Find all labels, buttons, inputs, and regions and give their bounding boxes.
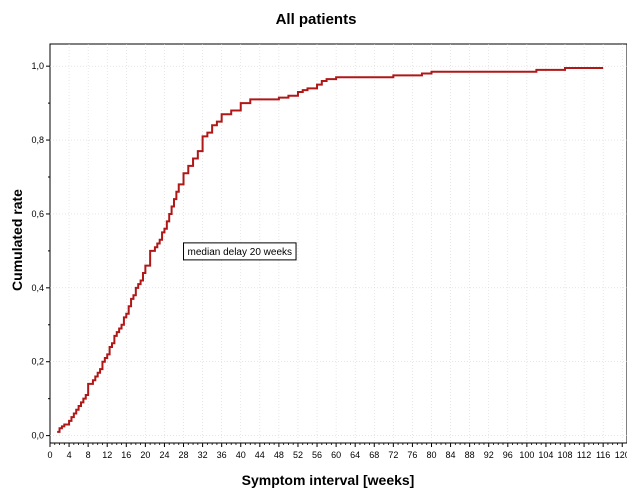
x-tick-label-92: 92 (484, 450, 494, 460)
x-tick-label-100: 100 (519, 450, 534, 460)
x-tick-label-64: 64 (350, 450, 360, 460)
x-tick-label-40: 40 (236, 450, 246, 460)
x-tick-label-84: 84 (446, 450, 456, 460)
x-axis-label: Symptom interval [weeks] (242, 472, 415, 488)
annotation-text: median delay 20 weeks (188, 247, 293, 258)
x-tick-label-104: 104 (538, 450, 553, 460)
x-tick-label-44: 44 (255, 450, 265, 460)
annotation-box: median delay 20 weeks (183, 242, 297, 261)
y-axis-label: Cumulated rate (9, 189, 25, 291)
plot-area (49, 43, 627, 444)
x-tick-label-32: 32 (198, 450, 208, 460)
x-tick-label-76: 76 (407, 450, 417, 460)
grid (50, 44, 627, 443)
x-tick-label-12: 12 (102, 450, 112, 460)
y-axis-ticks: 0,0 0,2 0,4 0,6 0,8 1,0 (31, 61, 50, 441)
x-tick-label-88: 88 (465, 450, 475, 460)
annotation-border (183, 242, 297, 261)
x-tick-label-116: 116 (596, 450, 610, 460)
x-tick-label-4: 4 (67, 450, 72, 460)
x-tick-label-16: 16 (121, 450, 131, 460)
y-tick-label-0,0: 0,0 (31, 431, 44, 441)
y-tick-label-1,0: 1,0 (31, 61, 44, 71)
x-tick-label-48: 48 (274, 450, 284, 460)
y-tick-label-0,2: 0,2 (31, 357, 44, 367)
x-tick-label-96: 96 (503, 450, 513, 460)
x-tick-label-0: 0 (47, 450, 52, 460)
x-tick-label-20: 20 (140, 450, 150, 460)
x-tick-label-60: 60 (331, 450, 341, 460)
y-tick-label-0,4: 0,4 (31, 283, 44, 293)
chart-title: All patients (276, 11, 357, 28)
x-tick-label-112: 112 (577, 450, 591, 460)
x-tick-label-8: 8 (86, 450, 91, 460)
x-tick-label-28: 28 (179, 450, 189, 460)
x-tick-label-120: 120 (615, 450, 627, 460)
x-tick-label-108: 108 (557, 450, 572, 460)
x-tick-label-52: 52 (293, 450, 303, 460)
x-axis-ticks: 0 4 8 12 16 20 24 28 32 36 40 44 48 52 56 60 64 68 72 76 80 8… (47, 443, 627, 460)
x-tick-label-24: 24 (159, 450, 169, 460)
series-line-cumulated-rate (57, 67, 604, 433)
y-tick-label-0,8: 0,8 (31, 135, 44, 145)
x-tick-label-68: 68 (369, 450, 379, 460)
x-tick-label-72: 72 (388, 450, 398, 460)
x-tick-label-36: 36 (217, 450, 227, 460)
y-tick-label-0,6: 0,6 (31, 209, 44, 219)
x-tick-label-80: 80 (426, 450, 436, 460)
x-tick-label-56: 56 (312, 450, 322, 460)
